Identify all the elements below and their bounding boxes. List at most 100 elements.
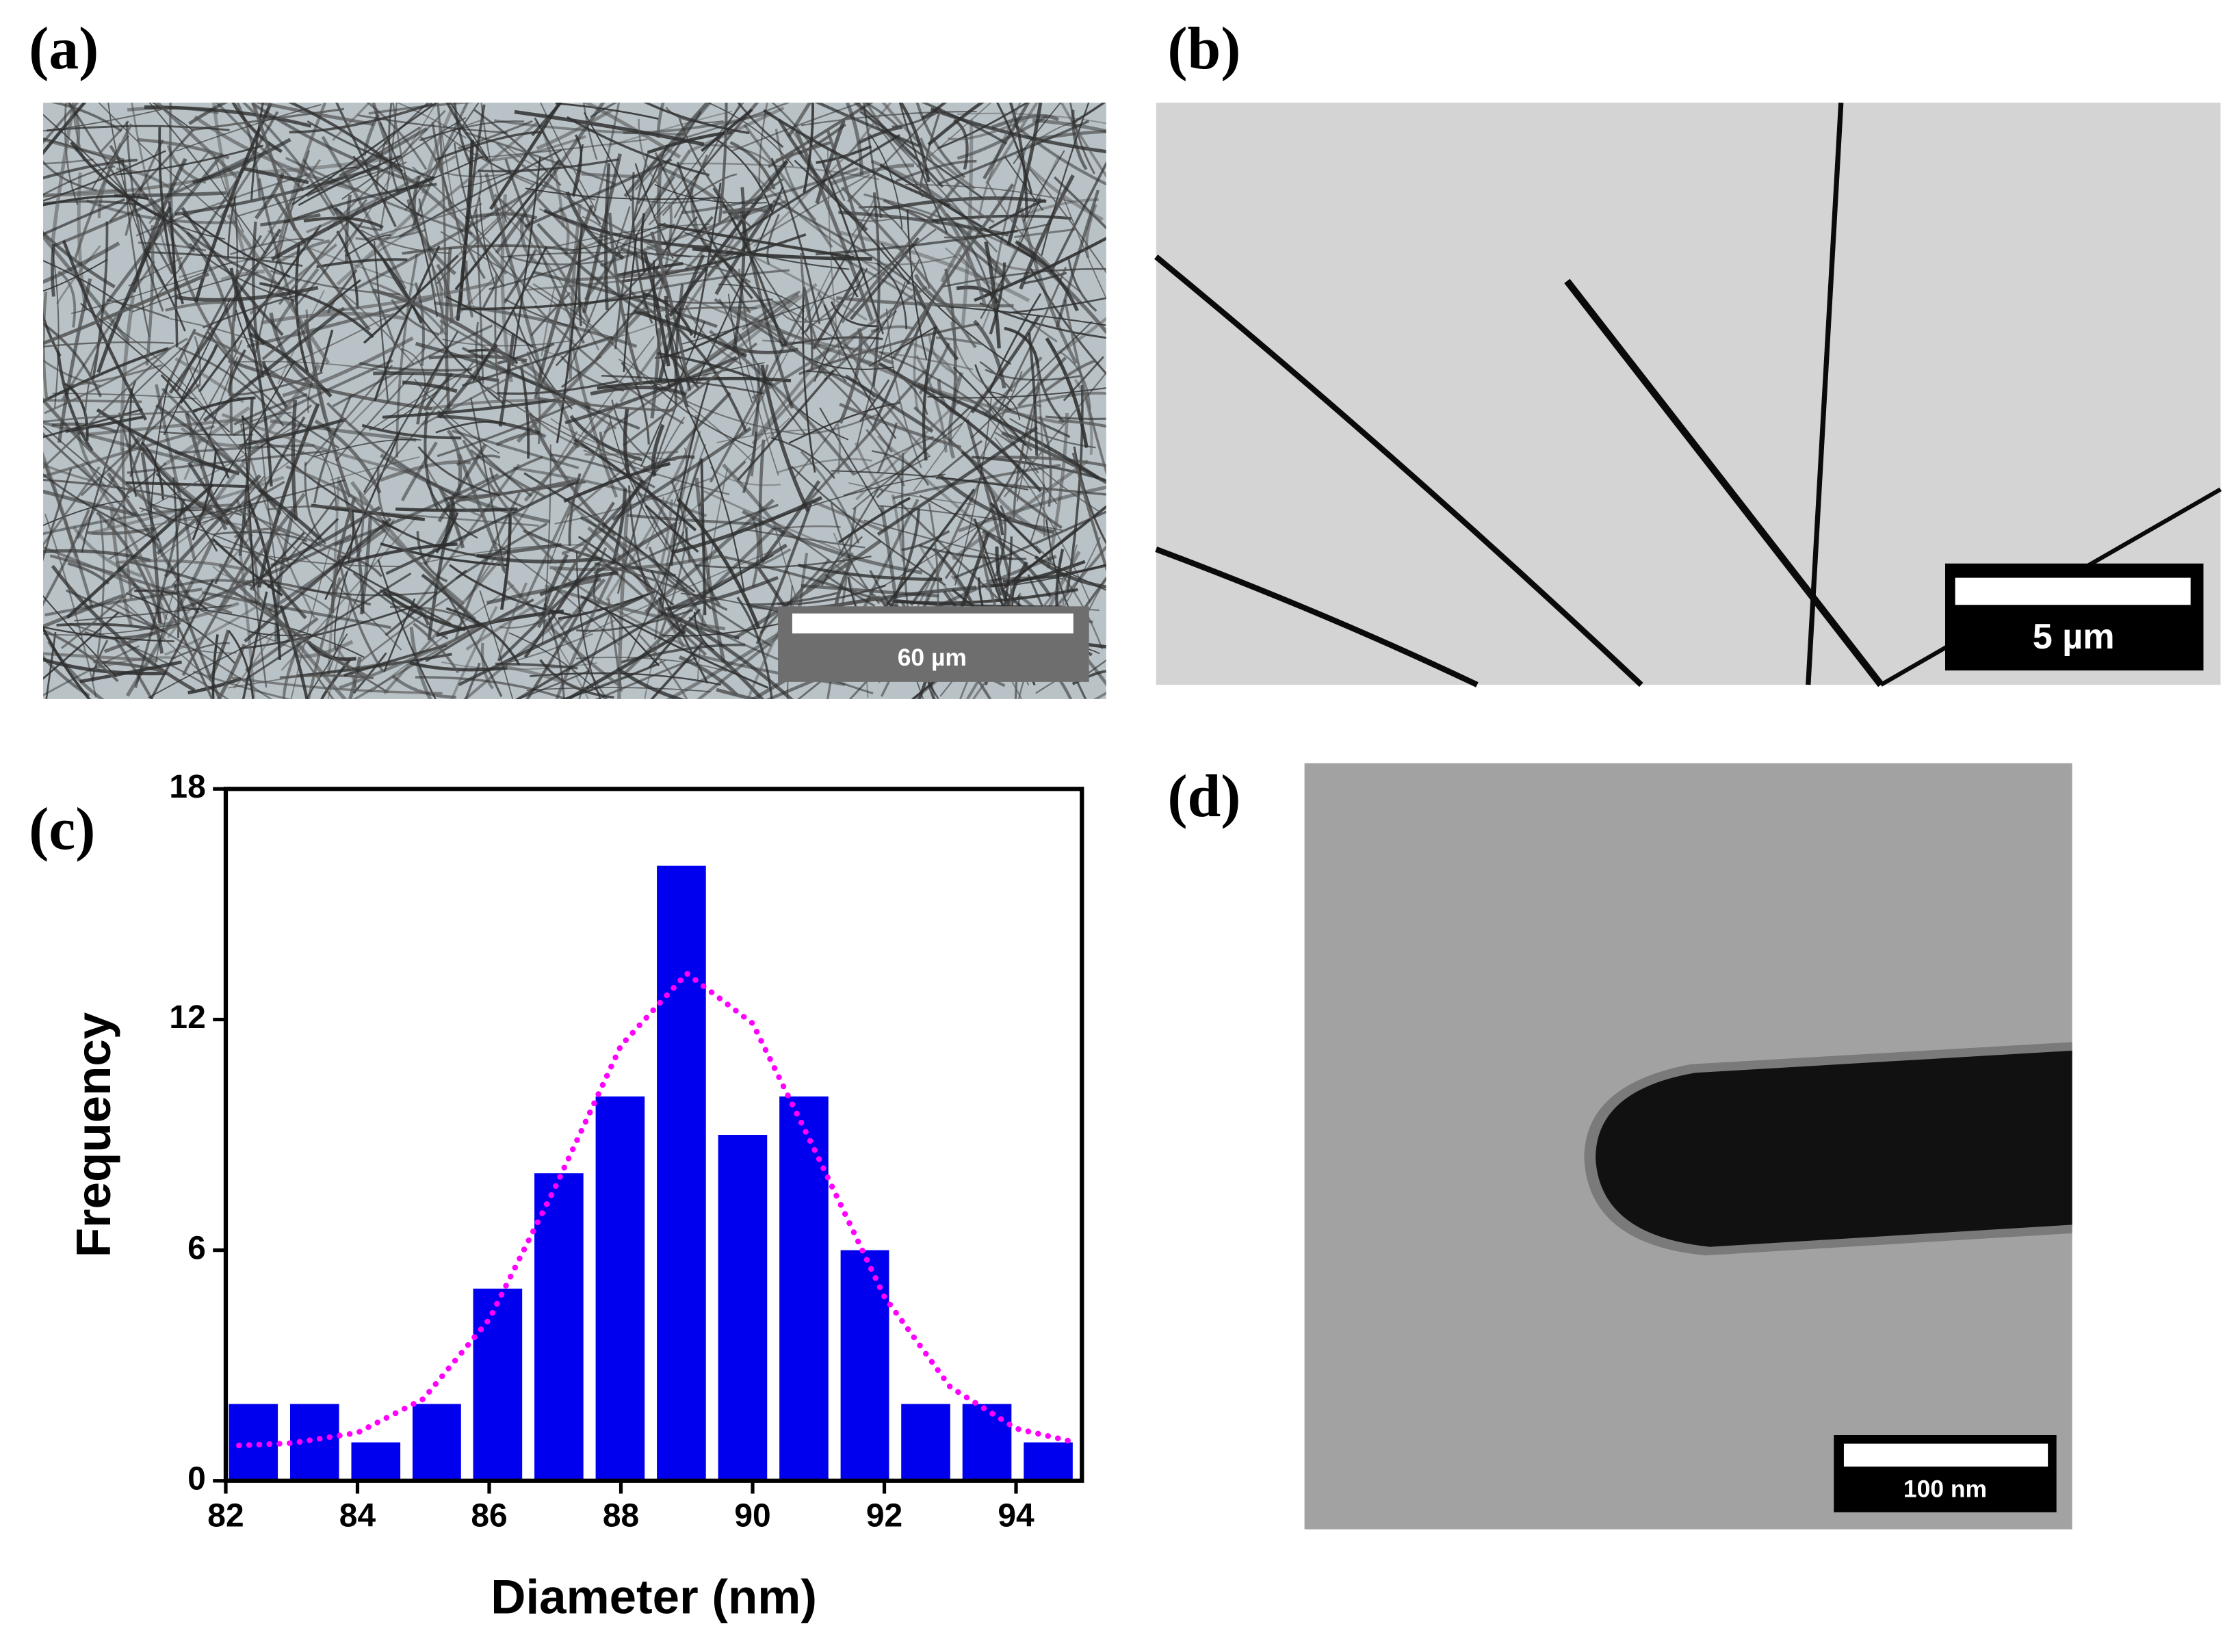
fiber xyxy=(94,514,105,672)
fiber xyxy=(768,298,856,353)
fiber xyxy=(43,150,166,202)
fiber xyxy=(359,597,449,664)
scale-bar xyxy=(792,613,1074,633)
fiber xyxy=(580,516,653,593)
fiber xyxy=(879,163,1037,261)
fiber xyxy=(805,205,877,333)
fiber xyxy=(798,408,849,441)
fiber xyxy=(195,360,296,524)
fiber xyxy=(289,103,433,134)
fiber xyxy=(858,125,903,144)
fiber xyxy=(211,103,247,258)
fiber xyxy=(279,605,309,699)
fiber xyxy=(302,541,452,625)
fiber xyxy=(316,258,408,269)
scale-bar-label: 5 µm xyxy=(2033,617,2115,657)
fiber xyxy=(670,178,784,257)
fiber xyxy=(233,393,308,425)
fiber xyxy=(290,545,331,699)
fiber xyxy=(43,272,210,345)
fiber xyxy=(207,331,340,449)
fiber xyxy=(178,111,279,270)
fiber xyxy=(913,285,959,361)
fiber xyxy=(520,214,541,266)
fiber xyxy=(775,129,817,222)
fiber xyxy=(122,158,151,337)
fiber xyxy=(898,103,948,234)
fiber xyxy=(246,496,268,688)
fiber xyxy=(497,342,555,365)
fiber xyxy=(305,309,326,419)
bar xyxy=(840,1250,889,1481)
fiber xyxy=(758,439,766,562)
fiber xyxy=(1017,356,1067,407)
fiber xyxy=(454,159,561,291)
fiber xyxy=(131,103,180,288)
fiber xyxy=(885,309,922,469)
fiber xyxy=(972,456,1106,482)
histogram-chart: 82 84 86 88 90 92 94 0 6 12 18 Diameter (nm) Frequen… xyxy=(67,769,1084,1625)
fiber xyxy=(846,106,940,202)
fiber xyxy=(601,391,731,529)
bar xyxy=(534,1173,584,1481)
fiber xyxy=(910,550,951,606)
fiber xyxy=(391,299,439,336)
fiber xyxy=(623,342,758,447)
fiber xyxy=(43,322,102,397)
fiber xyxy=(1046,412,1069,568)
fiber xyxy=(937,120,1090,185)
fiber xyxy=(174,444,315,455)
fiber xyxy=(159,431,254,436)
fiber xyxy=(514,109,705,146)
fiber xyxy=(496,207,600,351)
fiber xyxy=(1063,299,1106,476)
fiber xyxy=(608,415,669,551)
fiber xyxy=(564,356,738,425)
fiber xyxy=(665,107,724,123)
fiber xyxy=(876,406,972,499)
fiber xyxy=(855,395,965,501)
fiber xyxy=(404,172,437,296)
fiber xyxy=(876,425,1038,536)
x-tick-label: 86 xyxy=(471,1498,507,1534)
x-tick-label: 84 xyxy=(339,1498,376,1534)
fiber xyxy=(892,183,1015,360)
fiber xyxy=(511,157,541,366)
fiber xyxy=(254,172,285,220)
y-tick-label: 0 xyxy=(187,1460,206,1497)
fiber xyxy=(1084,204,1097,259)
fiber xyxy=(520,359,580,449)
fiber xyxy=(920,181,987,308)
fiber xyxy=(336,211,415,286)
fiber xyxy=(239,604,418,650)
panel-label: (d) xyxy=(1167,763,1240,829)
fiber xyxy=(675,578,707,627)
fiber xyxy=(169,317,279,352)
fiber xyxy=(43,198,126,236)
fiber xyxy=(249,243,337,315)
fiber xyxy=(44,588,203,617)
fiber xyxy=(370,584,515,693)
fiber xyxy=(246,580,335,699)
fiber xyxy=(937,440,983,477)
fiber xyxy=(231,677,443,695)
fiber xyxy=(360,229,452,254)
fiber xyxy=(853,103,924,198)
fiber xyxy=(158,127,185,304)
fiber xyxy=(177,644,237,654)
fiber xyxy=(564,629,686,699)
fiber xyxy=(954,397,992,586)
fiber xyxy=(212,566,270,582)
fiber xyxy=(1004,505,1106,588)
fiber xyxy=(876,262,907,330)
fiber xyxy=(151,503,213,512)
fiber xyxy=(745,528,866,549)
fiber xyxy=(989,501,1042,554)
fiber xyxy=(643,103,750,135)
fiber xyxy=(307,640,356,661)
fiber xyxy=(319,329,334,372)
fiber xyxy=(781,311,829,323)
fiber xyxy=(189,243,294,302)
fiber xyxy=(692,247,872,261)
fiber xyxy=(605,467,688,601)
